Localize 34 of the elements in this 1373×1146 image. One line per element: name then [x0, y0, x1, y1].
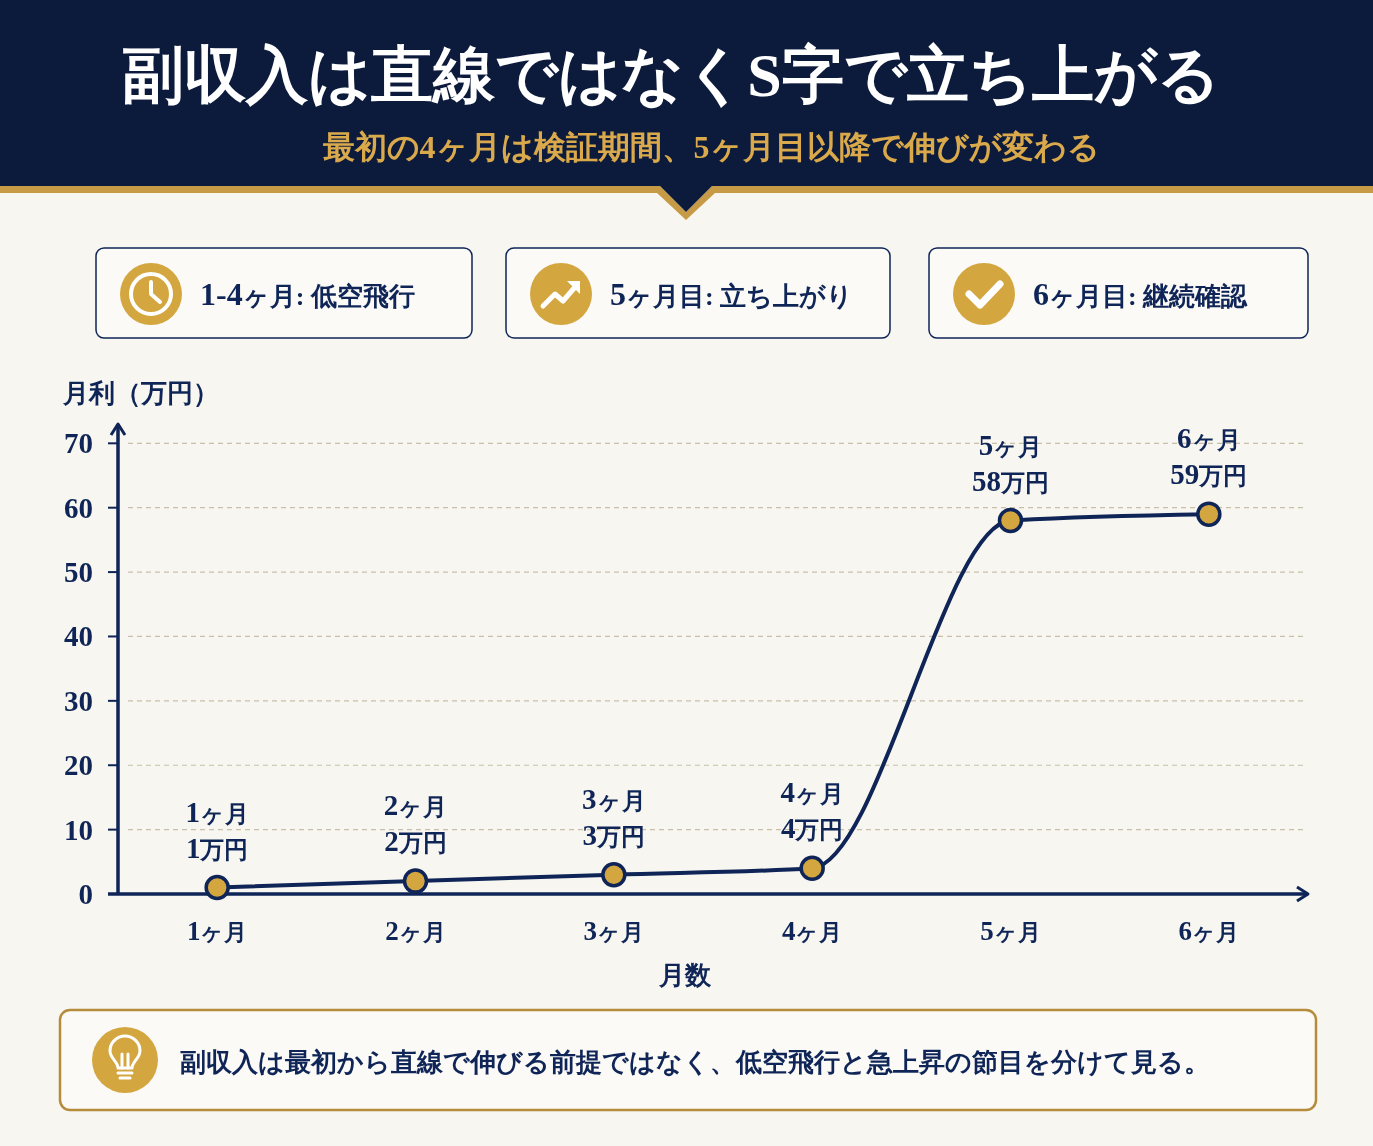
y-tick-label: 70	[64, 427, 93, 460]
x-axis-title: 月数	[658, 961, 712, 990]
point	[402, 868, 429, 894]
point	[1196, 501, 1222, 527]
text: 副収入は最初から直線で伸びる前提ではなく、低空飛行と急上昇の節目を分けて見る。	[180, 1048, 1210, 1077]
y-axis-title: 月利（万円）	[62, 379, 219, 408]
y-tick-label: 60	[64, 491, 93, 524]
text: 6ヶ月目: 継続確認	[1033, 276, 1249, 312]
chart-title: 副収入は直線ではなくS字で立ち上がる	[122, 41, 1220, 109]
y-tick-label: 30	[64, 684, 93, 717]
point	[204, 874, 230, 901]
data-label: 5ヶ月 58万円	[972, 428, 1049, 497]
x-tick-label: 5ヶ月	[980, 916, 1041, 946]
data-label: 3ヶ月 3万円	[582, 782, 646, 851]
y-tick-label: 10	[64, 813, 93, 846]
x-tick-label: 6ヶ月	[1178, 916, 1240, 946]
text: 5ヶ月目: 立ち上がり	[610, 276, 854, 312]
data-label: 6ヶ月 59万円	[1170, 422, 1248, 491]
data-label: 4ヶ月 4万円	[780, 776, 844, 845]
y-tick-label: 40	[64, 620, 93, 653]
point	[799, 855, 825, 881]
point	[997, 507, 1024, 534]
x-tick-label: 1ヶ月	[186, 916, 248, 946]
data-label: 1ヶ月 1万円	[185, 795, 249, 864]
y-tick-label: 50	[64, 556, 93, 589]
x-tick-label: 3ヶ月	[583, 916, 645, 946]
data-label: 2ヶ月 2万円	[383, 789, 448, 858]
point	[601, 861, 627, 888]
x-tick-label: 2ヶ月	[385, 916, 446, 946]
y-tick-label: 0	[78, 878, 93, 910]
y-tick-label: 20	[64, 749, 93, 782]
x-tick-label: 4ヶ月	[781, 916, 843, 946]
text: 1-4ヶ月: 低空飛行	[200, 276, 415, 312]
chart-subtitle: 最初の4ヶ月は検証期間、5ヶ月目以降で伸びが変わる	[322, 129, 1100, 165]
